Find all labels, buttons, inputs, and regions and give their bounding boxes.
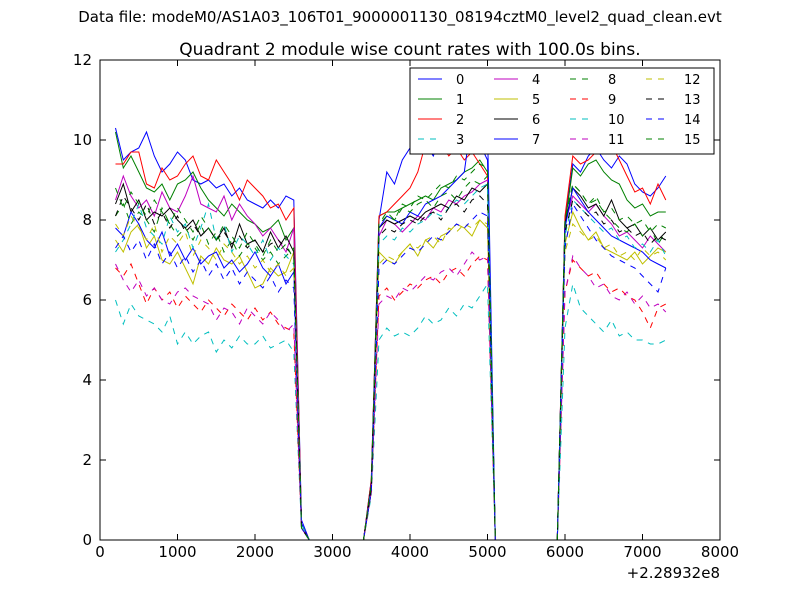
y-tick-label: 2	[82, 451, 92, 469]
y-tick-label: 0	[82, 531, 92, 549]
legend-label-1: 1	[456, 93, 464, 108]
legend-box	[409, 67, 715, 155]
y-tick-label: 6	[82, 291, 92, 309]
legend-label-9: 9	[608, 93, 616, 108]
legend-label-13: 13	[684, 93, 701, 108]
series-line-12	[115, 214, 667, 541]
series-line-3	[115, 282, 667, 541]
y-tick-label: 12	[73, 51, 92, 69]
legend-label-15: 15	[684, 133, 701, 148]
legend-label-12: 12	[684, 73, 701, 88]
series-line-10	[115, 183, 667, 541]
x-tick-label: 7000	[623, 543, 661, 561]
x-tick-label: 4000	[391, 543, 429, 561]
series-line-5	[115, 210, 667, 541]
x-tick-label: 6000	[546, 543, 584, 561]
series-line-6	[115, 182, 667, 541]
series-line-11	[115, 251, 667, 541]
legend-label-3: 3	[456, 133, 464, 148]
legend-label-8: 8	[608, 73, 616, 88]
legend-label-10: 10	[608, 113, 625, 128]
legend-label-0: 0	[456, 73, 464, 88]
legend-label-7: 7	[532, 133, 540, 148]
series-line-7	[115, 114, 667, 541]
series-line-13	[115, 194, 667, 541]
figure-suptitle: Data file: modeM0/AS1A03_106T01_90000011…	[78, 8, 722, 26]
x-offset-label: +2.28932e8	[627, 564, 720, 582]
x-tick-label: 5000	[468, 543, 506, 561]
legend-label-14: 14	[684, 113, 701, 128]
series-line-14	[115, 202, 667, 541]
y-tick-label: 8	[82, 211, 92, 229]
x-tick-label: 0	[95, 543, 105, 561]
series-line-15	[115, 163, 667, 541]
x-tick-label: 8000	[701, 543, 739, 561]
y-tick-label: 4	[82, 371, 92, 389]
series-line-8	[115, 174, 667, 541]
legend-label-4: 4	[532, 73, 540, 88]
x-tick-label: 2000	[236, 543, 274, 561]
chart-title: Quadrant 2 module wise count rates with …	[179, 40, 640, 60]
series-line-9	[115, 255, 667, 541]
legend-label-5: 5	[532, 93, 540, 108]
series-line-1	[115, 131, 666, 541]
legend-label-2: 2	[456, 113, 464, 128]
legend-label-11: 11	[608, 133, 625, 148]
legend-label-6: 6	[532, 113, 540, 128]
y-tick-label: 10	[73, 131, 92, 149]
series-line-2	[115, 143, 667, 541]
series-line-0	[115, 126, 667, 541]
x-tick-label: 1000	[158, 543, 196, 561]
x-tick-label: 3000	[313, 543, 351, 561]
